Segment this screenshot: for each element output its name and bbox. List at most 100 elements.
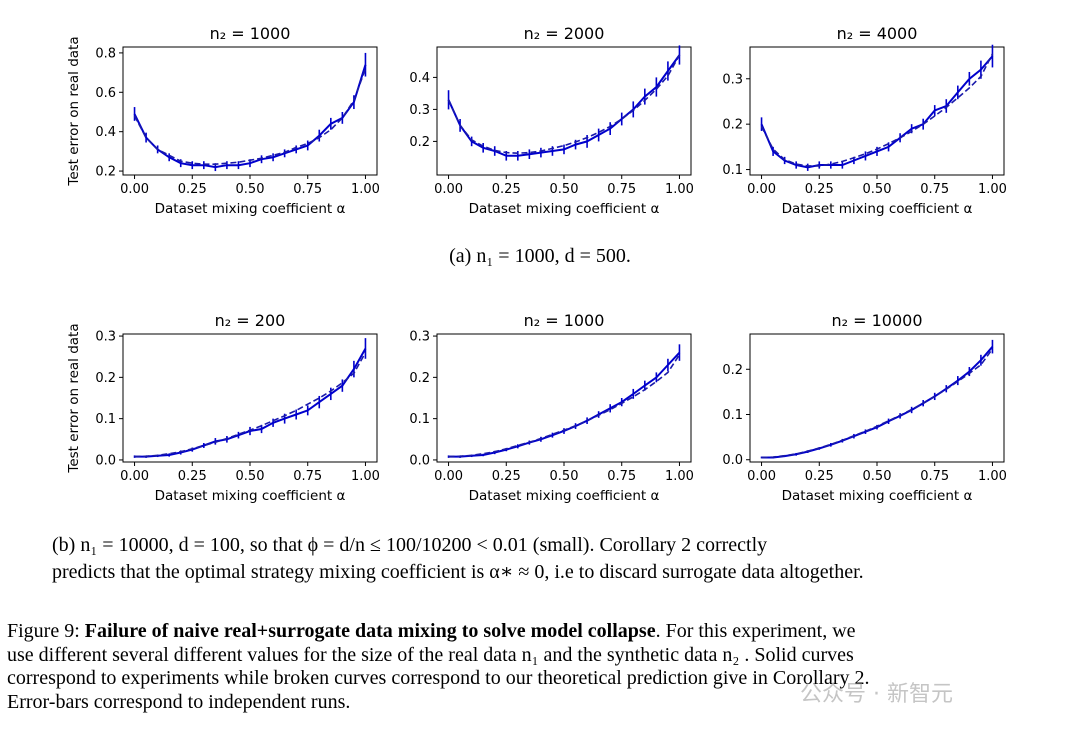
x-tick-label: 1.00: [978, 182, 1007, 197]
figure-label: Figure 9:: [7, 620, 85, 642]
x-tick-label: 0.00: [434, 469, 463, 484]
figure-caption-line4: Error-bars correspond to independent run…: [7, 690, 351, 713]
chart-a3-svg: n₂ = 4000 0.00 0.25 0.50 0.75 1.00 0.1 0.2 0.3 Da…: [722, 24, 1007, 217]
plot-frame: [436, 46, 692, 176]
chart-title: n₂ = 4000: [837, 24, 918, 43]
x-tick-label: 0.50: [236, 182, 265, 197]
x-tick-label: 0.75: [293, 182, 322, 197]
plot-frame: [122, 333, 378, 463]
theory-curve: [134, 352, 367, 458]
y-tick-label: 0.2: [722, 118, 743, 133]
chart-b3-svg: n₂ = 10000 0.00 0.25 0.50 0.75 1.00 0.0 0.1 0.2 D…: [722, 311, 1007, 504]
y-tick-label: 0.3: [722, 72, 743, 87]
theory-curve: [133, 68, 367, 165]
figure-caption-rest1: . For this experiment, we: [655, 620, 856, 642]
y-tick-label: 0.8: [95, 46, 116, 61]
y-tick-label: 0.0: [409, 453, 430, 468]
y-tick-label: 0.1: [409, 412, 430, 427]
y-tick-label: 0.0: [722, 453, 743, 468]
y-tick-label: 0.4: [95, 125, 116, 140]
x-tick-label: 1.00: [978, 469, 1007, 484]
theory-curve: [760, 53, 994, 167]
chart-panel-a3: n₂ = 4000 0.00 0.25 0.50 0.75 1.00 0.1 0.2 0.3 Da…: [695, 15, 1025, 230]
plot-frame: [749, 333, 1005, 463]
chart-b1-svg: n₂ = 200 0.00 0.25 0.50 0.75 1.00 0.0 0.1 0.2 0.3…: [66, 311, 380, 504]
y-tick-label: 0.2: [722, 363, 743, 378]
chart-panel-b3: n₂ = 10000 0.00 0.25 0.50 0.75 1.00 0.0 0.1 0.2 D…: [695, 302, 1025, 517]
x-tick-label: 0.25: [178, 469, 207, 484]
subcaption-b-line1: (b) n₁ = 10000, d = 100, so that ϕ = d/n…: [52, 534, 768, 556]
x-tick-label: 0.75: [607, 469, 636, 484]
x-tick-label: 1.00: [351, 182, 380, 197]
experiment-curve: [448, 351, 681, 458]
x-axis-label: Dataset mixing coefficient α: [155, 488, 346, 504]
subcaption-b-line2: predicts that the optimal strategy mixin…: [52, 561, 864, 583]
y-tick-label: 0.3: [409, 330, 430, 345]
experiment-curve: [134, 348, 367, 458]
x-tick-label: 0.50: [863, 469, 892, 484]
watermark: 公众号 · 新智元: [800, 676, 953, 708]
chart-panel-a2: n₂ = 2000 0.00 0.25 0.50 0.75 1.00 0.2 0.3 0.4 Da…: [380, 15, 710, 230]
y-tick-label: 0.3: [95, 330, 116, 345]
x-tick-label: 1.00: [351, 469, 380, 484]
figure-caption-line3: correspond to experiments while broken c…: [7, 667, 870, 689]
x-tick-label: 0.00: [434, 182, 463, 197]
theory-curve: [447, 54, 681, 155]
y-tick-label: 0.1: [722, 408, 743, 423]
x-tick-label: 0.00: [747, 469, 776, 484]
y-tick-label: 0.1: [95, 412, 116, 427]
x-tick-label: 0.75: [293, 469, 322, 484]
chart-title: n₂ = 200: [215, 311, 286, 330]
experiment-curve: [133, 64, 367, 169]
x-axis-label: Dataset mixing coefficient α: [469, 201, 660, 217]
plot-frame: [436, 333, 692, 463]
x-tick-label: 0.50: [236, 469, 265, 484]
x-tick-label: 0.00: [120, 182, 149, 197]
figure-caption: Figure 9: Failure of naive real+surrogat…: [7, 620, 1075, 714]
x-tick-label: 0.75: [920, 182, 949, 197]
y-tick-label: 0.6: [95, 86, 116, 101]
y-axis-label: Test error on real data: [66, 323, 82, 473]
y-axis-label: Test error on real data: [66, 36, 82, 186]
y-tick-label: 0.2: [95, 371, 116, 386]
chart-panel-b1: n₂ = 200 0.00 0.25 0.50 0.75 1.00 0.0 0.1 0.2 0.3…: [0, 302, 390, 517]
subcaption-a: (a) n₁ = 1000, d = 500.: [0, 245, 1080, 268]
theory-curve: [761, 348, 994, 459]
x-axis-label: Dataset mixing coefficient α: [155, 201, 346, 217]
chart-title: n₂ = 1000: [210, 24, 291, 43]
theory-curve: [448, 354, 681, 458]
x-tick-label: 0.75: [920, 469, 949, 484]
plot-frame: [122, 46, 378, 176]
x-tick-label: 0.25: [178, 182, 207, 197]
x-axis-label: Dataset mixing coefficient α: [469, 488, 660, 504]
figure-caption-line1: Figure 9: Failure of naive real+surrogat…: [7, 620, 1075, 644]
x-axis-label: Dataset mixing coefficient α: [782, 201, 973, 217]
experiment-curve: [761, 346, 994, 459]
y-tick-label: 0.2: [409, 135, 430, 150]
chart-a2-svg: n₂ = 2000 0.00 0.25 0.50 0.75 1.00 0.2 0.3 0.4 Da…: [409, 24, 694, 217]
chart-b2-svg: n₂ = 1000 0.00 0.25 0.50 0.75 1.00 0.0 0.1 0.2 0.…: [409, 311, 694, 504]
x-tick-label: 0.00: [120, 469, 149, 484]
x-tick-label: 0.25: [492, 182, 521, 197]
x-tick-label: 0.25: [805, 469, 834, 484]
figure-caption-line2: use different several different values f…: [7, 643, 854, 666]
x-tick-label: 0.75: [607, 182, 636, 197]
x-tick-label: 0.50: [863, 182, 892, 197]
subcaption-a-text: (a) n₁ = 1000, d = 500.: [449, 245, 631, 267]
x-tick-label: 0.50: [550, 182, 579, 197]
x-axis-label: Dataset mixing coefficient α: [782, 488, 973, 504]
y-tick-label: 0.0: [95, 453, 116, 468]
y-tick-label: 0.2: [95, 165, 116, 180]
y-tick-label: 0.3: [409, 103, 430, 118]
chart-a1-svg: n₂ = 1000 0.00 0.25 0.50 0.75 1.00 0.2 0.4 0.6 0.…: [66, 24, 380, 217]
y-tick-label: 0.4: [409, 71, 430, 86]
x-tick-label: 1.00: [665, 182, 694, 197]
chart-title: n₂ = 1000: [524, 311, 605, 330]
x-tick-label: 0.25: [492, 469, 521, 484]
chart-title: n₂ = 2000: [524, 24, 605, 43]
y-tick-label: 0.2: [409, 371, 430, 386]
y-tick-label: 0.1: [722, 163, 743, 178]
watermark-text: 公众号 · 新智元: [800, 682, 953, 707]
chart-title: n₂ = 10000: [831, 311, 922, 330]
x-tick-label: 0.50: [550, 469, 579, 484]
